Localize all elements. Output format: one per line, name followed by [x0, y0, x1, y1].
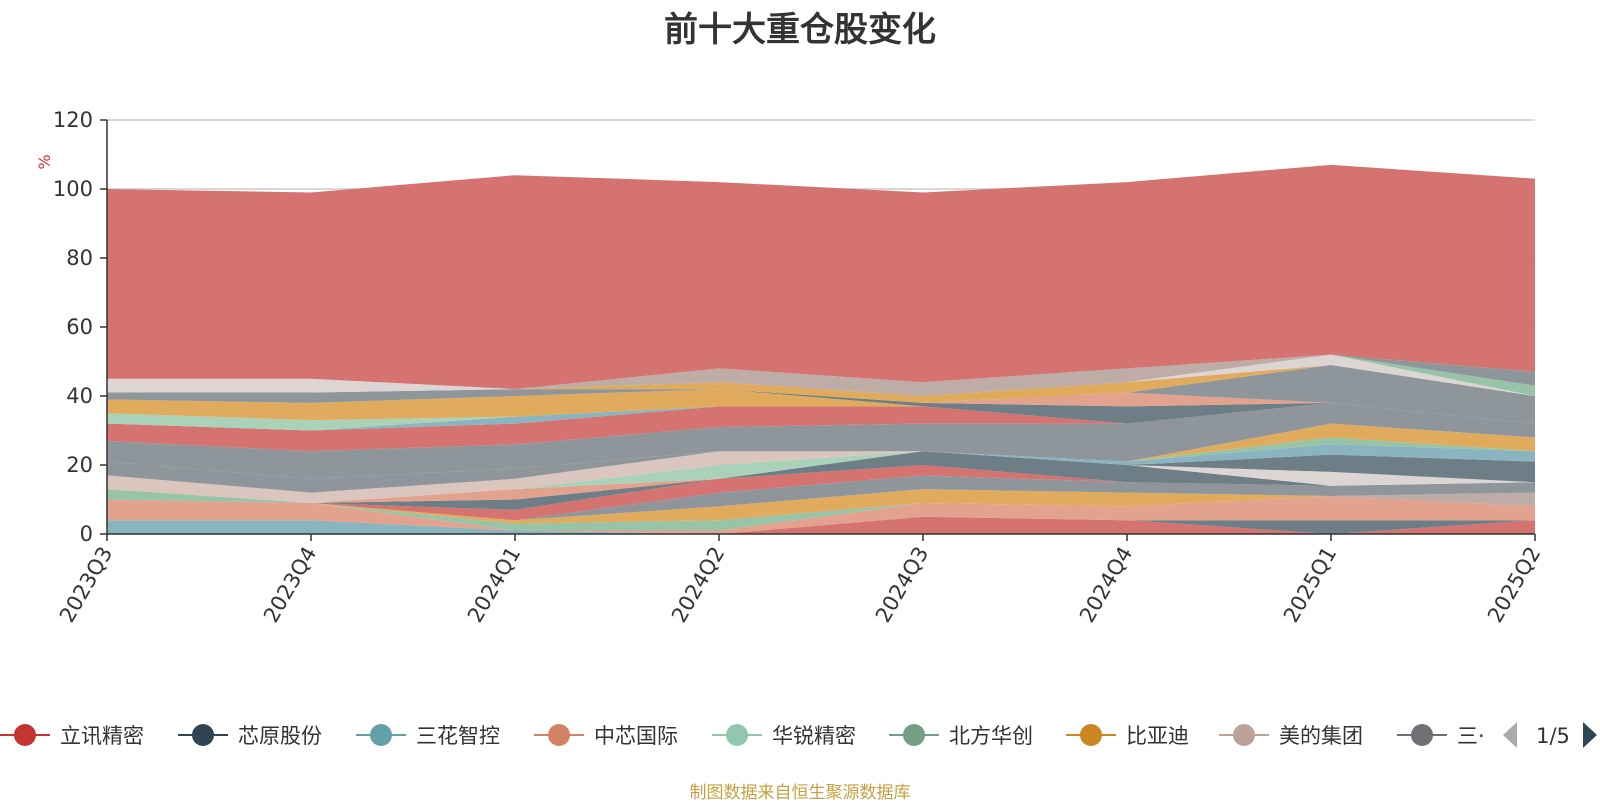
- y-tick-label: 20: [66, 453, 93, 477]
- chart-title: 前十大重仓股变化: [664, 10, 936, 50]
- x-tick-label: 2025Q1: [1279, 543, 1341, 627]
- area-band-32: [107, 164, 1535, 390]
- legend-item[interactable]: 北方华创: [889, 724, 1033, 748]
- area-band-29: [107, 354, 1535, 396]
- legend-item[interactable]: 芯原股份: [178, 724, 322, 748]
- legend-item[interactable]: 中芯国际: [534, 724, 678, 748]
- y-tick-label: 0: [80, 522, 93, 546]
- legend-marker: [370, 724, 392, 746]
- area-band-20: [107, 402, 1535, 452]
- legend-marker: [903, 724, 925, 746]
- legend-label: 比亚迪: [1126, 724, 1189, 748]
- x-tick-label: 2024Q2: [667, 543, 729, 627]
- area-band-21: [107, 402, 1535, 431]
- area-band-9: [107, 451, 1535, 510]
- area-band-7: [107, 475, 1535, 521]
- area-band-16: [107, 444, 1535, 479]
- area-band-4: [107, 489, 1535, 531]
- y-tick-label: 60: [66, 315, 93, 339]
- area-band-26: [107, 364, 1535, 424]
- legend-prev-page-icon[interactable]: [1503, 722, 1517, 748]
- area-band-19: [107, 402, 1535, 479]
- area-band-3: [107, 496, 1535, 534]
- x-tick-label: 2024Q3: [871, 543, 933, 627]
- area-band-1: [107, 516, 1535, 534]
- legend-label: 立讯精密: [60, 724, 144, 748]
- legend-label: 北方华创: [949, 724, 1033, 748]
- legend-page-indicator: 1/5: [1536, 724, 1570, 748]
- legend: 立讯精密 芯原股份 三花智控 中芯国际 华锐精密 北方华创 比亚迪 美的集团 三· 1/5: [0, 722, 1597, 748]
- legend-label: 中芯国际: [594, 724, 678, 748]
- legend-label: 美的集团: [1279, 724, 1363, 748]
- x-tick-label: 2024Q4: [1075, 543, 1137, 627]
- legend-next-page-icon[interactable]: [1583, 722, 1597, 748]
- stacked-areas: [107, 164, 1535, 534]
- legend-item[interactable]: 立讯精密: [0, 724, 144, 748]
- x-tick-label: 2024Q1: [463, 543, 525, 627]
- y-tick-label: 40: [66, 384, 93, 408]
- area-band-23: [107, 389, 1535, 424]
- legend-marker: [1411, 724, 1433, 746]
- area-band-25: [107, 389, 1535, 424]
- y-tick-label: 120: [53, 108, 93, 132]
- legend-marker: [726, 724, 748, 746]
- legend-label: 三花智控: [416, 724, 500, 748]
- x-tick-label: 2025Q2: [1483, 543, 1545, 627]
- y-axis-label: %: [35, 154, 54, 169]
- x-tick-label: 2023Q4: [259, 543, 321, 627]
- area-band-24: [107, 389, 1535, 424]
- legend-marker: [1080, 724, 1102, 746]
- y-tick-label: 100: [53, 177, 93, 201]
- x-tick-label: 2023Q3: [55, 543, 117, 627]
- area-band-28: [107, 354, 1535, 396]
- legend-item[interactable]: 三花智控: [356, 724, 500, 748]
- legend-marker: [548, 724, 570, 746]
- legend-label: 三·: [1457, 724, 1485, 748]
- area-band-22: [107, 402, 1535, 431]
- legend-item[interactable]: 三·: [1397, 724, 1485, 748]
- legend-marker: [192, 724, 214, 746]
- area-band-8: [107, 465, 1535, 521]
- area-band-5: [107, 489, 1535, 524]
- legend-marker: [14, 724, 36, 746]
- area-band-12: [107, 451, 1535, 503]
- legend-marker: [1233, 724, 1255, 746]
- legend-item[interactable]: 美的集团: [1219, 724, 1363, 748]
- area-band-13: [107, 451, 1535, 503]
- source-note: 制图数据来自恒生聚源数据库: [689, 783, 911, 803]
- area-band-14: [107, 451, 1535, 503]
- area-band-2: [107, 516, 1535, 534]
- area-band-18: [107, 423, 1535, 479]
- area-band-11: [107, 451, 1535, 503]
- legend-item[interactable]: 比亚迪: [1066, 724, 1189, 748]
- legend-item[interactable]: 华锐精密: [712, 724, 856, 748]
- legend-label: 芯原股份: [238, 724, 322, 748]
- legend-label: 华锐精密: [772, 724, 856, 748]
- area-band-27: [107, 364, 1535, 403]
- y-tick-label: 80: [66, 246, 93, 270]
